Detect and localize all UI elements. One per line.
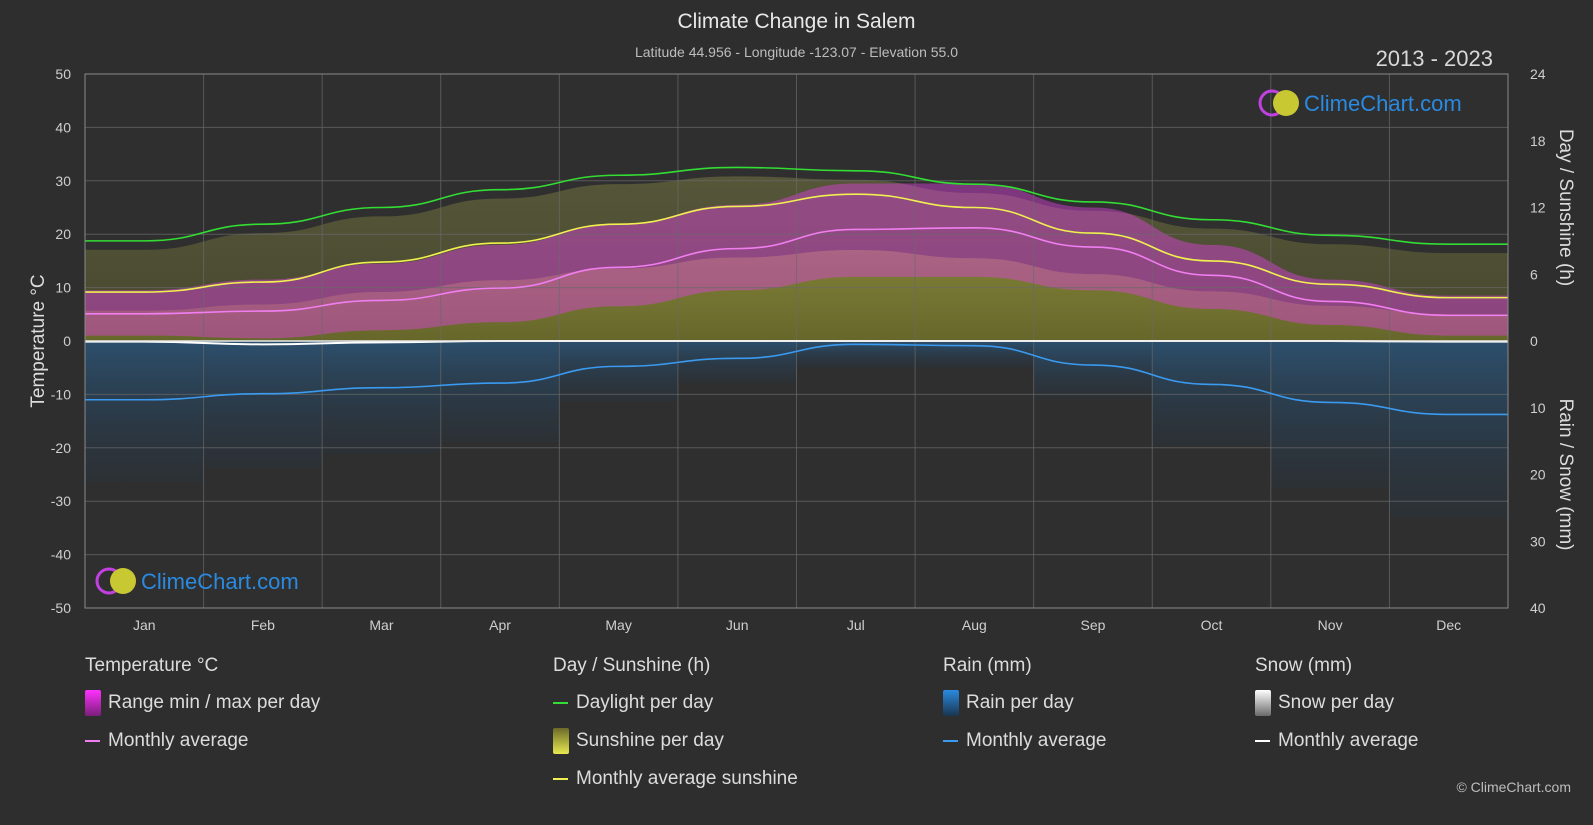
y-right-top-tick-label: 12 [1530, 200, 1546, 216]
legend-rain-per-day-label: Rain per day [966, 692, 1074, 713]
rain-bar [1389, 341, 1508, 518]
y-left-tick-label: 20 [55, 226, 71, 242]
x-tick-label: May [605, 617, 631, 633]
legend-snow-per-day-label: Snow per day [1278, 692, 1395, 713]
y-right-bottom-tick-label: 40 [1530, 600, 1546, 616]
x-tick-label: Oct [1201, 617, 1223, 633]
y-right-top-tick-label: 24 [1530, 66, 1546, 82]
climate-chart: 50 40 30 20 10 0 -10 -20 -30 -40 -50 Jan Feb Mar Apr Ma… [28, 66, 1576, 633]
y-left-tick-label: 0 [63, 333, 71, 349]
x-tick-label: Nov [1318, 617, 1343, 633]
y-left-axis-label: Temperature °C [28, 274, 49, 407]
y-right-bottom-tick-label: 30 [1530, 533, 1546, 549]
temp-avg-swatch [85, 740, 100, 742]
chart-title: Climate Change in Salem [677, 10, 916, 33]
y-right-bottom-axis-label: Rain / Snow (mm) [1555, 398, 1576, 550]
rain-bar [85, 341, 204, 482]
legend-temp-avg-label: Monthly average [108, 730, 249, 751]
y-right-top-tick-label: 6 [1530, 266, 1538, 282]
copyright: © ClimeChart.com [1456, 779, 1571, 795]
y-right-bottom-tick-label: 10 [1530, 400, 1546, 416]
legend-rain-avg: Monthly average [943, 730, 1106, 752]
legend-snow-avg: Monthly average [1255, 730, 1418, 752]
x-tick-label: Sep [1080, 617, 1105, 633]
legend-temperature-title: Temperature °C [85, 655, 219, 676]
rain-bar [559, 341, 678, 402]
y-right-top-tick-label: 18 [1530, 133, 1546, 149]
y-left-tick-label: -50 [51, 600, 71, 616]
plot-frame [84, 73, 1509, 609]
y-left-tick-label: 50 [55, 66, 71, 82]
snow-swatch [1255, 690, 1271, 716]
legend-sunshine-avg: Monthly average sunshine [553, 768, 798, 790]
rain-bar [1152, 341, 1271, 446]
rain-avg-swatch [943, 740, 958, 742]
watermark-bottom-logo-sun [110, 568, 136, 594]
rain-swatch [943, 690, 959, 716]
legend-rain-per-day: Rain per day [943, 690, 1074, 716]
watermark-bottom-logo: ClimeChart.com [95, 567, 299, 595]
rain-bar [322, 341, 441, 454]
sunshine-swatch [553, 728, 569, 754]
legend-sunshine-avg-label: Monthly average sunshine [576, 768, 798, 789]
watermark-top-text: ClimeChart.com [1304, 91, 1462, 116]
y-left-tick-label: 10 [55, 280, 71, 296]
x-tick-label: Dec [1436, 617, 1461, 633]
daylight-swatch [553, 702, 568, 704]
rain-bar [440, 341, 560, 442]
sunshine-avg-line [85, 193, 1508, 299]
legend-rain-title: Rain (mm) [943, 655, 1032, 676]
y-left-tick-label: -30 [51, 493, 71, 509]
y-left-tick-label: -20 [51, 440, 71, 456]
snow-avg-swatch [1255, 740, 1270, 742]
legend-daylight-label: Daylight per day [576, 692, 714, 713]
legend-snow-per-day: Snow per day [1255, 690, 1394, 716]
x-tick-label: Jun [726, 617, 749, 633]
watermark-top-logo: ClimeChart.com [1258, 89, 1462, 117]
legend-rain-avg-label: Monthly average [966, 730, 1107, 751]
y-left-tick-label: -10 [51, 386, 71, 402]
legend-sun-title: Day / Sunshine (h) [553, 655, 711, 676]
y-left-tick-label: -40 [51, 547, 71, 563]
rain-avg-line [85, 343, 1508, 416]
x-tick-label: Aug [962, 617, 987, 633]
y-right-bottom-tick-label: 20 [1530, 467, 1546, 483]
temp-range-swatch [85, 690, 101, 716]
legend-sunshine: Sunshine per day [553, 728, 724, 754]
legend-snow-avg-label: Monthly average [1278, 730, 1419, 751]
year-range: 2013 - 2023 [1375, 46, 1493, 71]
x-tick-label: Feb [251, 617, 275, 633]
y-left-tick-label: 30 [55, 173, 71, 189]
watermark-top-logo-sun [1273, 90, 1299, 116]
rain-bar [203, 341, 323, 468]
legend-sunshine-label: Sunshine per day [576, 730, 724, 751]
temp-avg-line [84, 226, 1508, 317]
watermark-bottom-text: ClimeChart.com [141, 569, 299, 594]
rain-bar [677, 341, 797, 383]
y-right-top-axis-label: Day / Sunshine (h) [1555, 129, 1576, 286]
legend-temp-range-label: Range min / max per day [108, 692, 321, 713]
legend-temp-range: Range min / max per day [85, 690, 320, 716]
chart-subtitle: Latitude 44.956 - Longitude -123.07 - El… [634, 44, 959, 60]
rain-bar [1270, 341, 1390, 489]
x-tick-label: Mar [369, 617, 393, 633]
daylight-line [84, 166, 1508, 246]
x-tick-label: Jul [847, 617, 865, 633]
rain-bar [1033, 341, 1153, 399]
legend-temp-avg: Monthly average [85, 730, 248, 752]
legend-snow-title: Snow (mm) [1255, 655, 1353, 676]
y-left-tick-label: 40 [55, 119, 71, 135]
y-right-top-tick-label: 0 [1530, 333, 1538, 349]
sunshine-avg-swatch [553, 778, 568, 780]
rain-bar [796, 341, 916, 368]
x-tick-label: Jan [133, 617, 156, 633]
x-tick-label: Apr [489, 617, 511, 633]
legend-daylight: Daylight per day [553, 692, 713, 714]
